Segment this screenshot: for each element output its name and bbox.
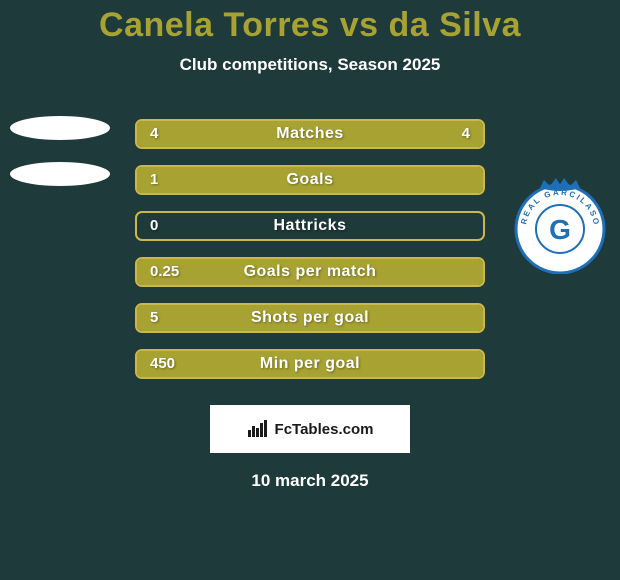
svg-text:G: G	[549, 214, 571, 245]
brand-card: FcTables.com	[210, 405, 410, 453]
stat-value-left: 4	[150, 119, 158, 149]
ellipse-icon	[10, 116, 110, 140]
stat-value-left: 1	[150, 165, 158, 195]
club-badge-icon: REAL GARCILASO G	[510, 174, 610, 274]
infographic-content: Canela Torres vs da Silva Club competiti…	[0, 0, 620, 580]
stat-label: Goals	[135, 165, 485, 195]
ellipse-icon	[10, 162, 110, 186]
page-title: Canela Torres vs da Silva	[0, 6, 620, 45]
stat-row: Matches4 4	[0, 111, 620, 157]
club-logo-right: REAL GARCILASO G	[510, 174, 610, 274]
bars-icon	[247, 420, 269, 438]
stat-value-left: 0.25	[150, 257, 179, 287]
stat-label: Min per goal	[135, 349, 485, 379]
stat-value-right: 4	[462, 119, 470, 149]
player-badge-left	[10, 157, 110, 191]
stat-value-left: 5	[150, 303, 158, 333]
stat-label: Shots per goal	[135, 303, 485, 333]
stat-label: Matches	[135, 119, 485, 149]
stat-row: Shots per goal5	[0, 295, 620, 341]
player-badge-left	[10, 111, 110, 145]
stat-value-left: 0	[150, 211, 158, 241]
page-subtitle: Club competitions, Season 2025	[0, 55, 620, 75]
footer-date: 10 march 2025	[0, 471, 620, 491]
stat-value-left: 450	[150, 349, 175, 379]
stat-label: Hattricks	[135, 211, 485, 241]
stat-row: Min per goal450	[0, 341, 620, 387]
brand-text: FcTables.com	[275, 421, 374, 438]
stat-label: Goals per match	[135, 257, 485, 287]
